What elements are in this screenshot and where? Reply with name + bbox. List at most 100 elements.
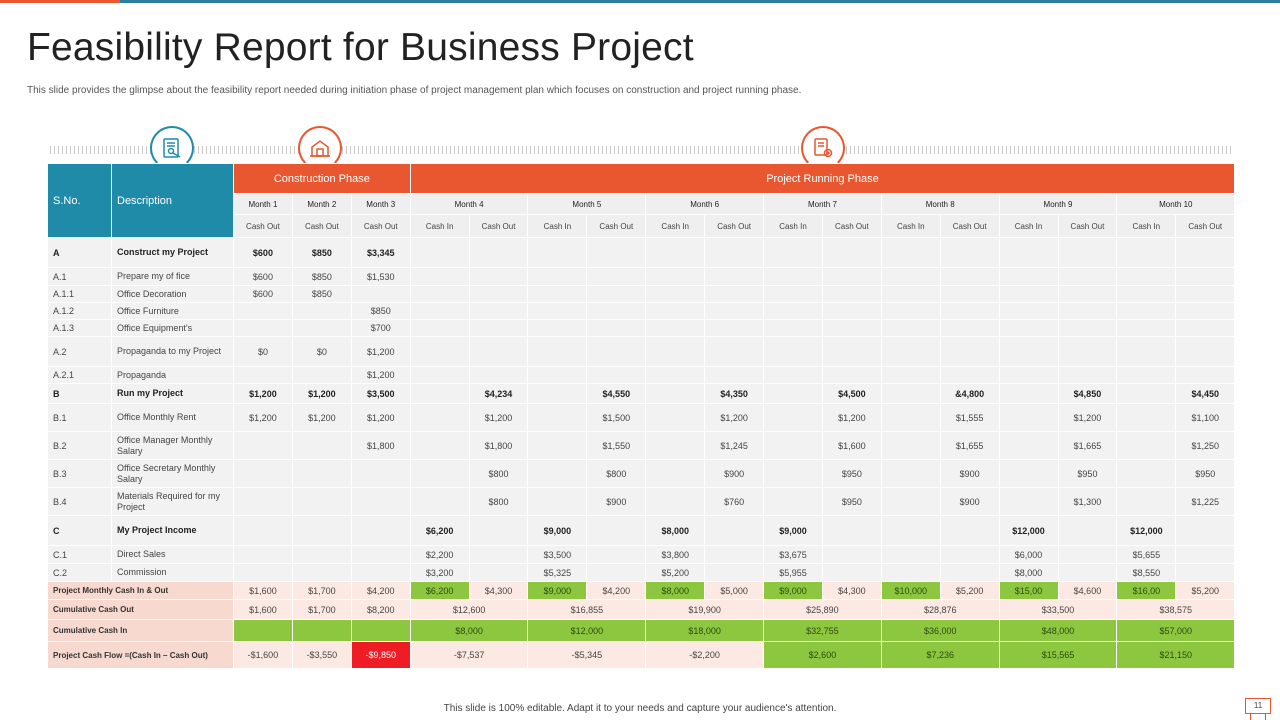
table-cell	[527, 459, 588, 488]
row-sno: B	[47, 383, 112, 404]
table-cell: $900	[939, 459, 1000, 488]
table-cell	[1057, 319, 1118, 337]
table-cell	[704, 563, 765, 582]
summary-label: Project Monthly Cash In & Out	[47, 581, 234, 600]
table-cell	[645, 302, 706, 320]
table-cell	[409, 383, 470, 404]
row-sno: A.2.1	[47, 366, 112, 384]
table-cell	[1116, 366, 1177, 384]
table-cell	[1116, 237, 1177, 268]
table-cell	[468, 237, 529, 268]
table-cell	[998, 487, 1059, 516]
slide-footer: This slide is 100% editable. Adapt it to…	[443, 703, 837, 714]
summary-cell: $57,000	[1116, 619, 1236, 642]
table-cell: $700	[350, 319, 411, 337]
table-cell: &4,800	[939, 383, 1000, 404]
table-cell	[233, 431, 293, 460]
table-cell	[880, 267, 941, 286]
cash-column-header: Cash In	[645, 214, 706, 238]
table-cell: $6,000	[998, 545, 1059, 564]
report-icon	[150, 126, 194, 170]
table-row: B.2 Office Manager Monthly Salary $1,800 $1…	[47, 431, 1236, 460]
summary-label: Project Cash Flow =(Cash In – Cash Out)	[47, 641, 234, 669]
table-cell: $2,200	[409, 545, 470, 564]
table-cell	[763, 459, 823, 488]
table-cell	[586, 515, 647, 546]
table-cell: $800	[586, 459, 647, 488]
row-sno: A	[47, 237, 112, 268]
summary-cell: $38,575	[1116, 599, 1236, 620]
table-cell	[468, 563, 529, 582]
table-cell	[1057, 237, 1118, 268]
table-cell: $1,655	[939, 431, 1000, 460]
table-cell: $600	[233, 267, 293, 286]
table-cell	[763, 267, 823, 286]
table-cell	[291, 302, 352, 320]
summary-cell: $15,565	[998, 641, 1118, 669]
table-cell	[468, 285, 529, 303]
table-cell	[409, 403, 470, 432]
table-cell	[645, 237, 706, 268]
table-cell	[586, 319, 647, 337]
table-cell	[586, 302, 647, 320]
month-header: Month 2	[291, 193, 352, 215]
table-cell	[1057, 515, 1118, 546]
table-cell	[350, 545, 411, 564]
table-cell	[527, 403, 588, 432]
table-cell: $1,200	[350, 403, 411, 432]
table-cell	[586, 545, 647, 564]
table-cell	[1175, 336, 1236, 367]
table-cell	[939, 563, 1000, 582]
table-cell	[468, 319, 529, 337]
cash-column-header: Cash Out	[1175, 214, 1236, 238]
cash-column-header: Cash In	[409, 214, 470, 238]
summary-cell: $6,200	[409, 581, 470, 600]
row-description: Direct Sales	[111, 545, 234, 564]
table-cell	[1175, 366, 1236, 384]
table-cell: $800	[468, 459, 529, 488]
row-description: Run my Project	[111, 383, 234, 404]
table-cell	[1057, 285, 1118, 303]
table-cell	[704, 267, 765, 286]
cash-column-header: Cash In	[763, 214, 823, 238]
cash-column-header: Cash Out	[468, 214, 529, 238]
table-cell: $5,200	[645, 563, 706, 582]
table-cell	[998, 403, 1059, 432]
table-cell	[586, 267, 647, 286]
cash-column-header: Cash In	[527, 214, 588, 238]
page-number: 11	[1245, 698, 1271, 714]
summary-cell: $10,000	[880, 581, 941, 600]
table-cell	[1116, 383, 1177, 404]
table-cell	[821, 302, 882, 320]
table-cell	[1116, 267, 1177, 286]
summary-cell: $36,000	[880, 619, 1000, 642]
table-cell	[586, 563, 647, 582]
table-cell	[1116, 319, 1177, 337]
table-row: A Construct my Project $600 $850 $3,345	[47, 237, 1236, 268]
table-cell	[409, 302, 470, 320]
table-cell: $900	[704, 459, 765, 488]
table-cell	[880, 366, 941, 384]
row-sno: A.1.3	[47, 319, 112, 337]
table-cell	[409, 366, 470, 384]
table-cell: $4,350	[704, 383, 765, 404]
summary-cell: $1,700	[291, 599, 352, 620]
table-cell	[763, 319, 823, 337]
table-cell: $850	[291, 267, 352, 286]
table-cell	[350, 515, 411, 546]
table-cell: $1,200	[821, 403, 882, 432]
summary-cell: $9,000	[527, 581, 588, 600]
table-cell	[880, 515, 941, 546]
summary-cell: $18,000	[645, 619, 765, 642]
table-cell	[880, 459, 941, 488]
table-row: A.2 Propaganda to my Project $0 $0 $1,200	[47, 336, 1236, 367]
summary-cell: -$9,850	[350, 641, 411, 669]
table-cell	[527, 285, 588, 303]
summary-row: Cumulative Cash In $8,000 $12,000 $18,000 $3…	[47, 619, 1236, 642]
table-cell	[527, 383, 588, 404]
table-cell: $9,000	[527, 515, 588, 546]
table-cell	[998, 237, 1059, 268]
summary-label: Cumulative Cash In	[47, 619, 234, 642]
table-cell	[1116, 459, 1177, 488]
table-cell	[468, 336, 529, 367]
